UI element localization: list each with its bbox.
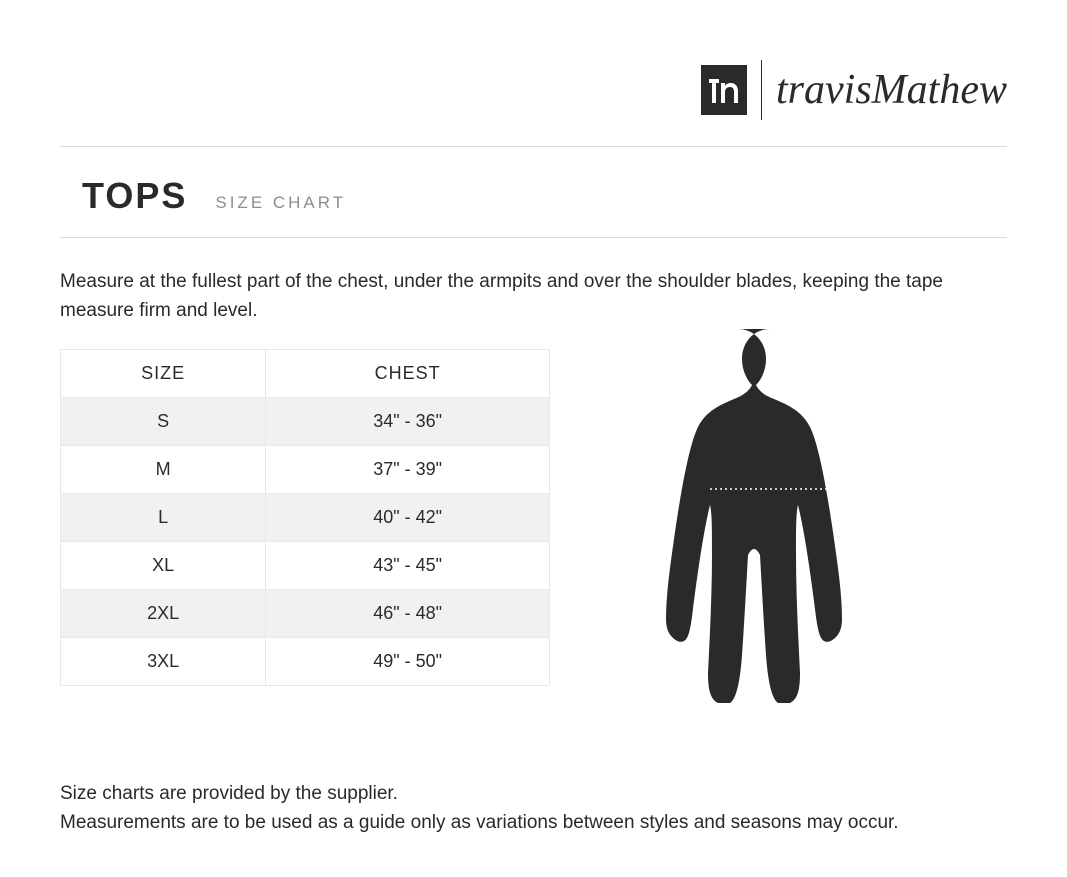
body-silhouette-icon: [650, 329, 890, 724]
cell-size: M: [61, 446, 266, 494]
page-title: TOPS: [82, 175, 187, 217]
table-row: 3XL 49" - 50": [61, 638, 550, 686]
table-row: M 37" - 39": [61, 446, 550, 494]
col-size: SIZE: [61, 350, 266, 398]
cell-size: 3XL: [61, 638, 266, 686]
table-row: XL 43" - 45": [61, 542, 550, 590]
cell-chest: 43" - 45": [266, 542, 550, 590]
brand-script: travisMathew: [776, 69, 1007, 111]
table-row: L 40" - 42": [61, 494, 550, 542]
table-row: S 34" - 36": [61, 398, 550, 446]
brand-divider: [761, 60, 762, 120]
cell-chest: 37" - 39": [266, 446, 550, 494]
cell-size: 2XL: [61, 590, 266, 638]
cell-chest: 34" - 36": [266, 398, 550, 446]
table-header-row: SIZE CHEST: [61, 350, 550, 398]
size-chart-table: SIZE CHEST S 34" - 36" M 37" - 39" L 40"…: [60, 349, 550, 686]
brand-logo-row: travisMathew: [60, 60, 1007, 147]
page-subtitle: SIZE CHART: [215, 193, 346, 213]
cell-chest: 46" - 48": [266, 590, 550, 638]
cell-size: XL: [61, 542, 266, 590]
cell-chest: 40" - 42": [266, 494, 550, 542]
cell-chest: 49" - 50": [266, 638, 550, 686]
table-row: 2XL 46" - 48": [61, 590, 550, 638]
cell-size: L: [61, 494, 266, 542]
brand-mark-icon: [701, 65, 747, 115]
col-chest: CHEST: [266, 350, 550, 398]
footer-line-2: Measurements are to be used as a guide o…: [60, 809, 1007, 838]
footer-notes: Size charts are provided by the supplier…: [60, 724, 1007, 837]
cell-size: S: [61, 398, 266, 446]
title-row: TOPS SIZE CHART: [60, 147, 1007, 238]
footer-line-1: Size charts are provided by the supplier…: [60, 780, 1007, 809]
